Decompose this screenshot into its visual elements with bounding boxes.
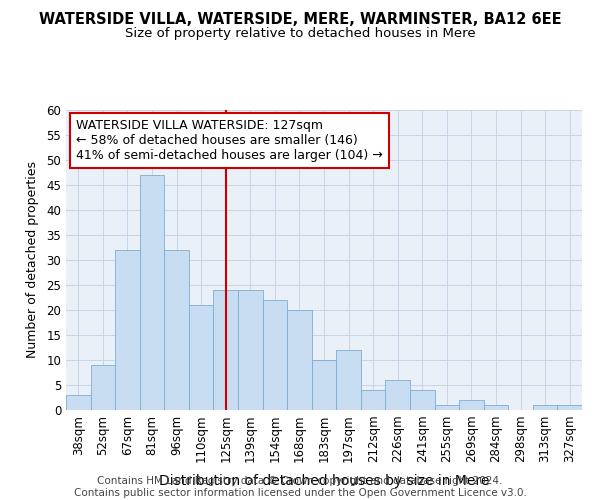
Bar xyxy=(557,405,582,410)
Bar xyxy=(115,250,140,410)
Bar xyxy=(140,175,164,410)
Bar xyxy=(238,290,263,410)
Text: Size of property relative to detached houses in Mere: Size of property relative to detached ho… xyxy=(125,28,475,40)
Bar xyxy=(287,310,312,410)
X-axis label: Distribution of detached houses by size in Mere: Distribution of detached houses by size … xyxy=(159,474,489,488)
Bar xyxy=(533,405,557,410)
Bar xyxy=(361,390,385,410)
Bar xyxy=(434,405,459,410)
Bar xyxy=(263,300,287,410)
Text: Contains HM Land Registry data © Crown copyright and database right 2024.
Contai: Contains HM Land Registry data © Crown c… xyxy=(74,476,526,498)
Bar xyxy=(410,390,434,410)
Bar xyxy=(336,350,361,410)
Bar xyxy=(189,305,214,410)
Y-axis label: Number of detached properties: Number of detached properties xyxy=(26,162,40,358)
Bar xyxy=(459,400,484,410)
Bar xyxy=(214,290,238,410)
Bar xyxy=(164,250,189,410)
Bar xyxy=(385,380,410,410)
Bar xyxy=(91,365,115,410)
Bar xyxy=(312,360,336,410)
Text: WATERSIDE VILLA, WATERSIDE, MERE, WARMINSTER, BA12 6EE: WATERSIDE VILLA, WATERSIDE, MERE, WARMIN… xyxy=(38,12,562,28)
Bar xyxy=(66,395,91,410)
Text: WATERSIDE VILLA WATERSIDE: 127sqm
← 58% of detached houses are smaller (146)
41%: WATERSIDE VILLA WATERSIDE: 127sqm ← 58% … xyxy=(76,119,383,162)
Bar xyxy=(484,405,508,410)
